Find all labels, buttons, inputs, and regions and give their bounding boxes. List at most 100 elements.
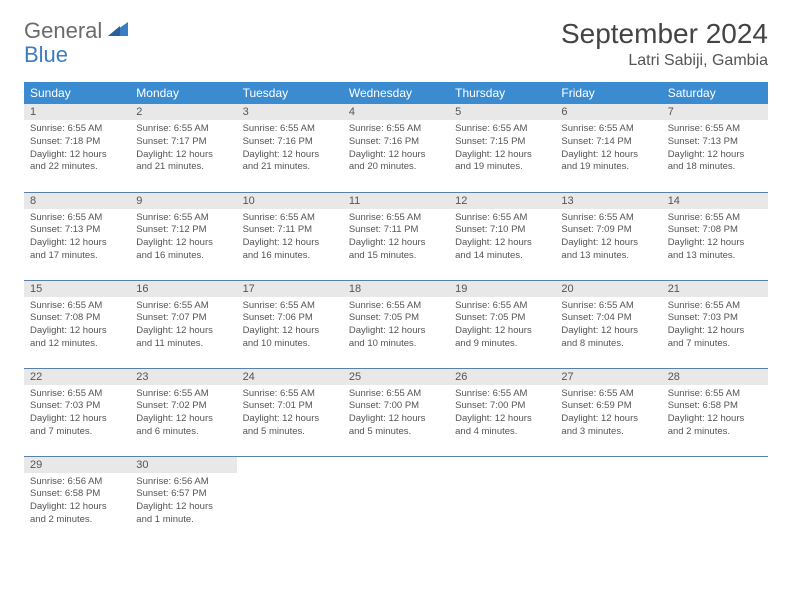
calendar-cell: 15Sunrise: 6:55 AMSunset: 7:08 PMDayligh… — [24, 280, 130, 368]
calendar-cell: 7Sunrise: 6:55 AMSunset: 7:13 PMDaylight… — [662, 104, 768, 192]
day-details: Sunrise: 6:56 AMSunset: 6:58 PMDaylight:… — [24, 473, 130, 533]
day-number: 14 — [662, 193, 768, 209]
calendar-cell: 25Sunrise: 6:55 AMSunset: 7:00 PMDayligh… — [343, 368, 449, 456]
header: General September 2024 Latri Sabiji, Gam… — [24, 18, 768, 70]
day-number: 19 — [449, 281, 555, 297]
day-number: 24 — [237, 369, 343, 385]
calendar-cell: 24Sunrise: 6:55 AMSunset: 7:01 PMDayligh… — [237, 368, 343, 456]
day-details: Sunrise: 6:55 AMSunset: 7:06 PMDaylight:… — [237, 297, 343, 357]
calendar-cell: 13Sunrise: 6:55 AMSunset: 7:09 PMDayligh… — [555, 192, 661, 280]
calendar-cell: 3Sunrise: 6:55 AMSunset: 7:16 PMDaylight… — [237, 104, 343, 192]
day-number: 10 — [237, 193, 343, 209]
day-details: Sunrise: 6:55 AMSunset: 7:13 PMDaylight:… — [24, 209, 130, 269]
day-details: Sunrise: 6:55 AMSunset: 7:08 PMDaylight:… — [24, 297, 130, 357]
day-details: Sunrise: 6:55 AMSunset: 7:11 PMDaylight:… — [237, 209, 343, 269]
logo-word-general: General — [24, 18, 102, 44]
day-details: Sunrise: 6:55 AMSunset: 7:08 PMDaylight:… — [662, 209, 768, 269]
day-details: Sunrise: 6:56 AMSunset: 6:57 PMDaylight:… — [130, 473, 236, 533]
logo-word-blue: Blue — [24, 42, 68, 68]
calendar-cell: 18Sunrise: 6:55 AMSunset: 7:05 PMDayligh… — [343, 280, 449, 368]
day-details: Sunrise: 6:55 AMSunset: 6:59 PMDaylight:… — [555, 385, 661, 445]
day-details: Sunrise: 6:55 AMSunset: 6:58 PMDaylight:… — [662, 385, 768, 445]
calendar-cell: 10Sunrise: 6:55 AMSunset: 7:11 PMDayligh… — [237, 192, 343, 280]
day-number: 1 — [24, 104, 130, 120]
weekday-header: Friday — [555, 82, 661, 104]
day-details: Sunrise: 6:55 AMSunset: 7:04 PMDaylight:… — [555, 297, 661, 357]
calendar-cell: 16Sunrise: 6:55 AMSunset: 7:07 PMDayligh… — [130, 280, 236, 368]
calendar-cell: 9Sunrise: 6:55 AMSunset: 7:12 PMDaylight… — [130, 192, 236, 280]
day-number: 25 — [343, 369, 449, 385]
logo-sail-icon — [106, 18, 130, 44]
day-number: 12 — [449, 193, 555, 209]
calendar-cell: 14Sunrise: 6:55 AMSunset: 7:08 PMDayligh… — [662, 192, 768, 280]
calendar-cell: 2Sunrise: 6:55 AMSunset: 7:17 PMDaylight… — [130, 104, 236, 192]
calendar-cell: 23Sunrise: 6:55 AMSunset: 7:02 PMDayligh… — [130, 368, 236, 456]
calendar-cell: 20Sunrise: 6:55 AMSunset: 7:04 PMDayligh… — [555, 280, 661, 368]
day-number: 18 — [343, 281, 449, 297]
day-details: Sunrise: 6:55 AMSunset: 7:13 PMDaylight:… — [662, 120, 768, 180]
logo: General — [24, 18, 130, 44]
day-details: Sunrise: 6:55 AMSunset: 7:01 PMDaylight:… — [237, 385, 343, 445]
calendar-cell: 8Sunrise: 6:55 AMSunset: 7:13 PMDaylight… — [24, 192, 130, 280]
month-title: September 2024 — [561, 18, 768, 50]
day-details: Sunrise: 6:55 AMSunset: 7:12 PMDaylight:… — [130, 209, 236, 269]
day-details: Sunrise: 6:55 AMSunset: 7:16 PMDaylight:… — [343, 120, 449, 180]
day-number: 23 — [130, 369, 236, 385]
day-details: Sunrise: 6:55 AMSunset: 7:03 PMDaylight:… — [662, 297, 768, 357]
calendar-row: 29Sunrise: 6:56 AMSunset: 6:58 PMDayligh… — [24, 456, 768, 544]
day-number: 8 — [24, 193, 130, 209]
empty-cell — [555, 456, 661, 544]
day-number: 30 — [130, 457, 236, 473]
location: Latri Sabiji, Gambia — [561, 52, 768, 70]
day-number: 3 — [237, 104, 343, 120]
weekday-header: Sunday — [24, 82, 130, 104]
calendar-cell: 17Sunrise: 6:55 AMSunset: 7:06 PMDayligh… — [237, 280, 343, 368]
calendar-cell: 22Sunrise: 6:55 AMSunset: 7:03 PMDayligh… — [24, 368, 130, 456]
day-number: 29 — [24, 457, 130, 473]
day-number: 27 — [555, 369, 661, 385]
day-details: Sunrise: 6:55 AMSunset: 7:09 PMDaylight:… — [555, 209, 661, 269]
day-details: Sunrise: 6:55 AMSunset: 7:02 PMDaylight:… — [130, 385, 236, 445]
day-number: 15 — [24, 281, 130, 297]
weekday-header: Thursday — [449, 82, 555, 104]
calendar-cell: 11Sunrise: 6:55 AMSunset: 7:11 PMDayligh… — [343, 192, 449, 280]
weekday-header: Tuesday — [237, 82, 343, 104]
day-details: Sunrise: 6:55 AMSunset: 7:16 PMDaylight:… — [237, 120, 343, 180]
day-number: 13 — [555, 193, 661, 209]
empty-cell — [343, 456, 449, 544]
day-number: 26 — [449, 369, 555, 385]
day-details: Sunrise: 6:55 AMSunset: 7:03 PMDaylight:… — [24, 385, 130, 445]
calendar-row: 1Sunrise: 6:55 AMSunset: 7:18 PMDaylight… — [24, 104, 768, 192]
day-details: Sunrise: 6:55 AMSunset: 7:14 PMDaylight:… — [555, 120, 661, 180]
day-number: 4 — [343, 104, 449, 120]
day-number: 2 — [130, 104, 236, 120]
empty-cell — [237, 456, 343, 544]
calendar-row: 15Sunrise: 6:55 AMSunset: 7:08 PMDayligh… — [24, 280, 768, 368]
day-number: 20 — [555, 281, 661, 297]
weekday-header: Wednesday — [343, 82, 449, 104]
day-number: 17 — [237, 281, 343, 297]
day-number: 6 — [555, 104, 661, 120]
calendar-cell: 29Sunrise: 6:56 AMSunset: 6:58 PMDayligh… — [24, 456, 130, 544]
weekday-header-row: Sunday Monday Tuesday Wednesday Thursday… — [24, 82, 768, 104]
calendar-row: 22Sunrise: 6:55 AMSunset: 7:03 PMDayligh… — [24, 368, 768, 456]
calendar-cell: 1Sunrise: 6:55 AMSunset: 7:18 PMDaylight… — [24, 104, 130, 192]
day-number: 22 — [24, 369, 130, 385]
day-details: Sunrise: 6:55 AMSunset: 7:10 PMDaylight:… — [449, 209, 555, 269]
calendar-cell: 12Sunrise: 6:55 AMSunset: 7:10 PMDayligh… — [449, 192, 555, 280]
day-number: 28 — [662, 369, 768, 385]
calendar-cell: 26Sunrise: 6:55 AMSunset: 7:00 PMDayligh… — [449, 368, 555, 456]
day-number: 5 — [449, 104, 555, 120]
calendar-cell: 5Sunrise: 6:55 AMSunset: 7:15 PMDaylight… — [449, 104, 555, 192]
calendar-row: 8Sunrise: 6:55 AMSunset: 7:13 PMDaylight… — [24, 192, 768, 280]
calendar-cell: 4Sunrise: 6:55 AMSunset: 7:16 PMDaylight… — [343, 104, 449, 192]
weekday-header: Monday — [130, 82, 236, 104]
day-details: Sunrise: 6:55 AMSunset: 7:07 PMDaylight:… — [130, 297, 236, 357]
title-block: September 2024 Latri Sabiji, Gambia — [561, 18, 768, 70]
calendar-cell: 28Sunrise: 6:55 AMSunset: 6:58 PMDayligh… — [662, 368, 768, 456]
day-number: 21 — [662, 281, 768, 297]
empty-cell — [662, 456, 768, 544]
day-details: Sunrise: 6:55 AMSunset: 7:05 PMDaylight:… — [449, 297, 555, 357]
calendar-table: Sunday Monday Tuesday Wednesday Thursday… — [24, 82, 768, 544]
weekday-header: Saturday — [662, 82, 768, 104]
